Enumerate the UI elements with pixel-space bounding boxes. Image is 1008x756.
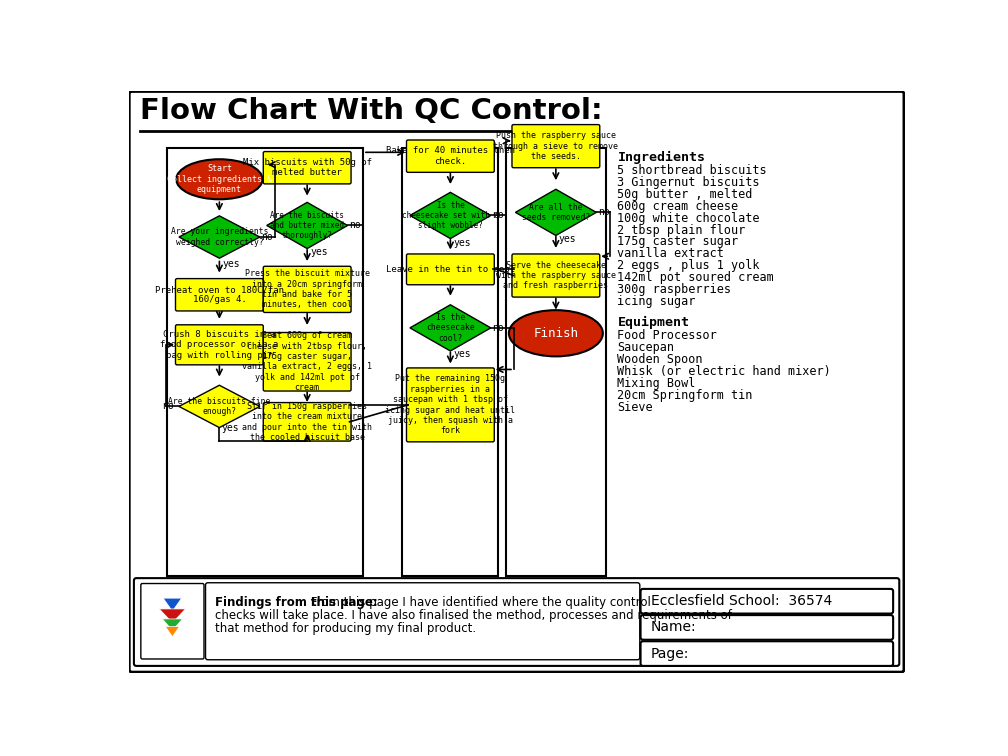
Polygon shape [179, 386, 260, 428]
Text: Preheat oven to 180C/fan
160/gas 4.: Preheat oven to 180C/fan 160/gas 4. [155, 285, 284, 305]
Text: Equipment: Equipment [618, 316, 689, 330]
Text: yes: yes [223, 259, 240, 269]
Text: yes: yes [559, 234, 577, 243]
Text: Food Processor: Food Processor [618, 330, 718, 342]
Text: Serve the cheesecake
with the raspberry sauce
and fresh raspberries: Serve the cheesecake with the raspberry … [496, 261, 616, 290]
Text: Push the raspberry sauce
through a sieve to remove
the seeds.: Push the raspberry sauce through a sieve… [493, 132, 618, 161]
Text: Are the biscuits fine
enough?: Are the biscuits fine enough? [168, 397, 270, 416]
FancyBboxPatch shape [640, 589, 893, 614]
Text: Press the biscuit mixture
into a 20cm springform
tin and bake for 5
minutes, the: Press the biscuit mixture into a 20cm sp… [245, 269, 370, 309]
Text: Stir in 150g raspberries
into the cream mixture
and pour into the tin with
the c: Stir in 150g raspberries into the cream … [242, 401, 372, 442]
Polygon shape [410, 192, 491, 239]
Text: Leave in the tin to cool: Leave in the tin to cool [386, 265, 515, 274]
FancyBboxPatch shape [263, 403, 351, 441]
FancyBboxPatch shape [263, 333, 351, 391]
Text: no: no [349, 221, 361, 231]
FancyBboxPatch shape [175, 279, 263, 311]
Ellipse shape [176, 160, 262, 200]
Text: 2 eggs , plus 1 yolk: 2 eggs , plus 1 yolk [618, 259, 760, 272]
Text: Name:: Name: [650, 621, 697, 634]
FancyBboxPatch shape [640, 615, 893, 640]
FancyBboxPatch shape [512, 125, 600, 168]
Polygon shape [267, 203, 348, 249]
Text: no: no [162, 401, 173, 411]
Text: yes: yes [222, 423, 239, 433]
Text: yes: yes [454, 349, 471, 359]
Text: Mixing Bowl: Mixing Bowl [618, 377, 696, 390]
Text: 300g raspberries: 300g raspberries [618, 284, 732, 296]
Text: yes: yes [454, 238, 471, 248]
Text: Sieve: Sieve [618, 401, 653, 414]
FancyBboxPatch shape [406, 140, 494, 172]
Text: Bake for 40 minutes then
check.: Bake for 40 minutes then check. [386, 147, 515, 166]
Text: Ingredients: Ingredients [618, 150, 706, 164]
FancyBboxPatch shape [175, 325, 263, 365]
FancyBboxPatch shape [406, 254, 494, 285]
Polygon shape [165, 627, 179, 637]
Polygon shape [515, 189, 597, 235]
Text: Are your ingredients
weighed correctly?: Are your ingredients weighed correctly? [170, 228, 268, 246]
Polygon shape [410, 305, 491, 351]
FancyBboxPatch shape [263, 151, 351, 184]
Text: Start
Collect ingredients &
equipment: Start Collect ingredients & equipment [167, 164, 272, 194]
Polygon shape [163, 598, 181, 612]
Text: Is the
cheesecake set with a
slight wobble?: Is the cheesecake set with a slight wobb… [402, 200, 499, 231]
Text: no: no [598, 207, 610, 218]
Text: 3 Gingernut biscuits: 3 Gingernut biscuits [618, 176, 760, 189]
Text: no: no [492, 210, 504, 221]
Text: Page:: Page: [650, 646, 688, 661]
Text: Saucepan: Saucepan [618, 342, 674, 355]
Text: 142ml pot soured cream: 142ml pot soured cream [618, 271, 774, 284]
Text: 2 tbsp plain flour: 2 tbsp plain flour [618, 224, 746, 237]
Text: yes: yes [310, 247, 328, 258]
FancyBboxPatch shape [512, 254, 600, 297]
Text: 50g butter , melted: 50g butter , melted [618, 187, 753, 201]
FancyBboxPatch shape [263, 266, 351, 312]
Text: no: no [261, 232, 273, 242]
Text: Ecclesfield School:  36574: Ecclesfield School: 36574 [650, 594, 832, 609]
FancyBboxPatch shape [129, 91, 904, 672]
FancyBboxPatch shape [134, 578, 899, 666]
FancyBboxPatch shape [141, 584, 204, 659]
Text: icing sugar: icing sugar [618, 295, 696, 308]
Text: 20cm Springform tin: 20cm Springform tin [618, 389, 753, 402]
Text: checks will take place. I have also finalised the method, processes and requirem: checks will take place. I have also fina… [215, 609, 732, 622]
Text: 600g cream cheese: 600g cream cheese [618, 200, 739, 212]
Text: no: no [492, 323, 504, 333]
Polygon shape [179, 216, 260, 259]
Polygon shape [159, 609, 185, 623]
Text: Wooden Spoon: Wooden Spoon [618, 353, 703, 367]
Text: Flow Chart With QC Control:: Flow Chart With QC Control: [140, 97, 603, 125]
Text: From this page I have identified where the quality control: From this page I have identified where t… [307, 596, 651, 609]
Polygon shape [162, 619, 182, 631]
Text: Findings from this page:: Findings from this page: [215, 596, 378, 609]
Text: Crush 8 biscuits in a
food processor or in a
bag with rolling pin: Crush 8 biscuits in a food processor or … [160, 330, 278, 360]
Text: Are the biscuits
and butter mixed
thoroughly?: Are the biscuits and butter mixed thorou… [270, 211, 344, 240]
Text: 175g caster sugar: 175g caster sugar [618, 235, 739, 249]
Text: Mix biscuits with 50g of
melted butter: Mix biscuits with 50g of melted butter [243, 158, 372, 178]
Text: Put the remaining 150g
raspberries in a
saucepan with 1 tbsp of
icing sugar and : Put the remaining 150g raspberries in a … [385, 374, 515, 435]
Text: Beat 600g of cream
cheese with 2tbsp flour,
175g caster sugar,
vanilla extract, : Beat 600g of cream cheese with 2tbsp flo… [242, 331, 372, 392]
FancyBboxPatch shape [206, 583, 640, 660]
Text: vanilla extract: vanilla extract [618, 247, 725, 260]
FancyBboxPatch shape [406, 368, 494, 442]
Text: 100g white chocolate: 100g white chocolate [618, 212, 760, 225]
FancyBboxPatch shape [640, 641, 893, 666]
Ellipse shape [509, 310, 603, 356]
Text: 5 shortbread biscuits: 5 shortbread biscuits [618, 164, 767, 177]
Text: Finish: Finish [533, 327, 579, 339]
Text: Is the
cheesecake
cool?: Is the cheesecake cool? [426, 313, 475, 342]
Text: that method for producing my final product.: that method for producing my final produ… [215, 622, 476, 635]
Text: Are all the
seeds removed?: Are all the seeds removed? [522, 203, 590, 222]
Text: Whisk (or electric hand mixer): Whisk (or electric hand mixer) [618, 365, 832, 378]
